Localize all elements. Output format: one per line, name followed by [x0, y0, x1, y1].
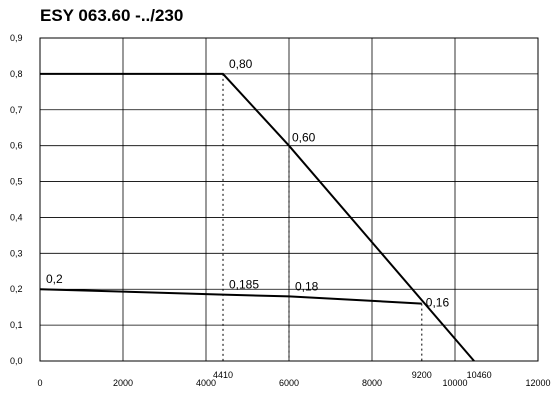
x-breakpoint-label: 10460	[467, 370, 492, 380]
data-label: 0,60	[292, 131, 316, 145]
y-tick-label: 0,3	[10, 248, 23, 258]
data-label: 0,80	[229, 57, 253, 71]
data-label: 0,185	[229, 278, 259, 292]
y-tick-label: 0,6	[10, 141, 23, 151]
y-tick-label: 0,0	[10, 356, 23, 366]
x-tick-label: 12000	[525, 378, 550, 388]
data-label: 0,16	[426, 296, 450, 310]
x-breakpoint-label: 9200	[412, 370, 432, 380]
x-tick-label: 2000	[113, 378, 133, 388]
data-label: 0,18	[295, 279, 319, 293]
y-tick-label: 0,4	[10, 212, 23, 222]
y-tick-label: 0,9	[10, 33, 23, 43]
x-tick-label: 4000	[196, 378, 216, 388]
y-tick-label: 0,5	[10, 177, 23, 187]
y-tick-label: 0,2	[10, 284, 23, 294]
x-tick-label: 8000	[362, 378, 382, 388]
x-breakpoint-label: 4410	[213, 370, 233, 380]
y-tick-label: 0,8	[10, 69, 23, 79]
y-tick-label: 0,7	[10, 105, 23, 115]
y-tick-label: 0,1	[10, 320, 23, 330]
series-line	[40, 72, 475, 362]
x-tick-label: 10000	[442, 378, 467, 388]
chart-title: ESY 063.60 -../230	[40, 6, 184, 25]
x-tick-label: 0	[37, 378, 42, 388]
x-tick-label: 6000	[279, 378, 299, 388]
series-line	[39, 288, 422, 305]
data-label: 0,2	[46, 272, 63, 286]
